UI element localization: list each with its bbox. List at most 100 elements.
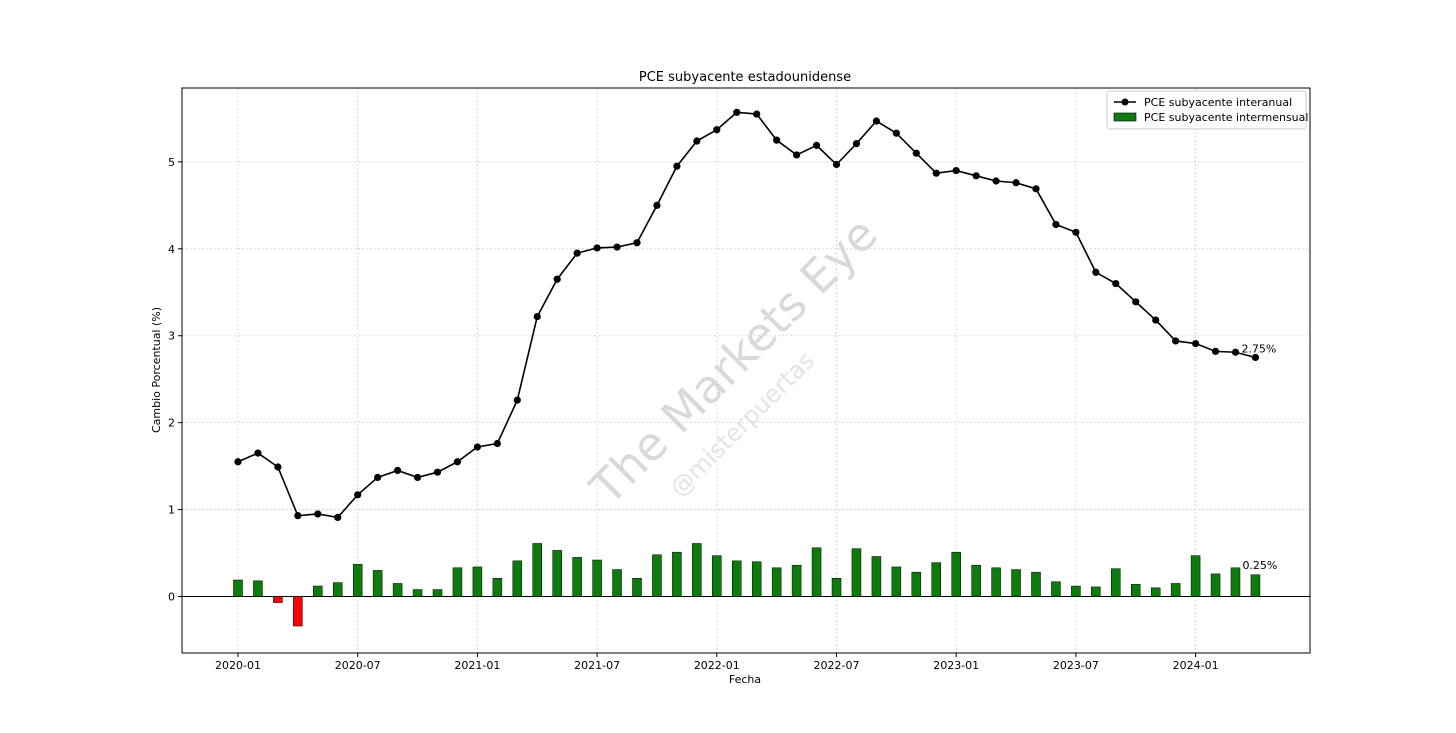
bar-mark [1111, 568, 1121, 597]
line-point [952, 166, 960, 175]
bar-mark [891, 566, 902, 597]
bar-mark [273, 596, 283, 603]
line-point [613, 243, 621, 251]
line-point [1072, 228, 1080, 236]
chart-title: PCE subyacente estadounidense [639, 70, 851, 85]
bar-mark [791, 564, 802, 597]
line-point [793, 151, 801, 159]
bar-series [233, 543, 1261, 627]
line-point [453, 458, 462, 466]
line-point [254, 449, 262, 457]
bar-mark [652, 554, 662, 597]
line-point [852, 140, 861, 148]
legend-bar-swatch [1113, 112, 1137, 122]
line-point [274, 463, 282, 471]
bar-mark [851, 548, 862, 597]
bar-mark [991, 567, 1001, 597]
bar-mark [612, 569, 622, 597]
bar-mark [472, 566, 483, 597]
bar-mark [1091, 586, 1101, 597]
bar-mark [572, 557, 582, 597]
line-point [493, 439, 501, 448]
line-point [713, 126, 721, 134]
bar-mark [253, 580, 263, 597]
bar-mark [432, 589, 443, 597]
line-point [992, 177, 1000, 185]
line-point [294, 512, 302, 520]
line-point [1032, 185, 1040, 193]
bar-mark [931, 562, 941, 597]
line-point [1052, 220, 1060, 229]
bar-mark [811, 547, 822, 597]
line-point [513, 396, 521, 404]
line-point [234, 458, 242, 466]
legend-label-bar: PCE subyacente intermensual [1144, 111, 1308, 124]
line-point [932, 169, 940, 177]
bar-mark [372, 570, 383, 597]
bar-mark [732, 560, 742, 597]
line-point [1172, 337, 1180, 345]
line-point [1231, 348, 1240, 356]
line-point [473, 443, 481, 451]
line-point [633, 239, 641, 247]
bar-mark [1011, 569, 1021, 597]
line-point [573, 249, 581, 257]
bar-mark [971, 564, 981, 597]
bar-mark [1170, 583, 1181, 597]
bar-mark [1051, 581, 1061, 597]
line-point [374, 473, 382, 482]
bar-mark [313, 585, 323, 597]
plot-frame [181, 87, 1311, 654]
line-point [773, 136, 781, 144]
line-point [334, 513, 342, 522]
line-point [872, 117, 881, 125]
line-point [433, 468, 442, 476]
x-tick-label: 2020-01 [215, 659, 261, 672]
line-path [237, 111, 1256, 519]
bar-mark [352, 564, 363, 597]
bar-mark [1131, 584, 1141, 597]
line-point [1251, 353, 1260, 362]
bar-mark [1031, 571, 1041, 597]
line-point [832, 160, 841, 169]
bar-mark [293, 596, 303, 627]
end-labels: 2.75% 0.25% [1241, 342, 1277, 571]
y-tick-label: 5 [168, 156, 175, 169]
bar-mark [871, 556, 882, 597]
line-point [753, 110, 761, 118]
line-point [1192, 339, 1200, 348]
line-point [354, 491, 362, 499]
x-tick-label: 2023-01 [933, 659, 979, 672]
y-axis-label: Cambio Porcentual (%) [150, 307, 163, 433]
legend: PCE subyacente interanual PCE subyacente… [1106, 90, 1308, 130]
bar-mark [392, 583, 403, 597]
bar-mark [771, 567, 782, 597]
bar-mark [751, 561, 762, 597]
y-axis-ticks: 0 1 2 3 4 5 [168, 156, 182, 604]
legend-box [1106, 90, 1307, 130]
line-point [394, 466, 402, 475]
line-point [1152, 316, 1160, 324]
bar-mark [333, 582, 343, 597]
line-point [693, 137, 701, 145]
bar-mark [831, 577, 842, 597]
line-point [912, 149, 920, 157]
x-axis-ticks: 2020-01 2020-07 2021-01 2021-07 2022-01 2022-… [215, 653, 1219, 672]
x-tick-label: 2022-01 [694, 659, 740, 672]
x-tick-label: 2022-07 [814, 659, 860, 672]
bar-mark [592, 559, 602, 597]
line-end-label: 2.75% [1241, 342, 1276, 355]
bar-mark [632, 577, 642, 597]
line-point [892, 129, 900, 137]
bar-mark [1210, 573, 1221, 597]
line-point [1112, 279, 1120, 288]
line-point [1132, 298, 1140, 306]
bar-mark [1250, 574, 1261, 597]
bar-mark [911, 571, 922, 597]
line-point [314, 510, 322, 518]
legend-line-marker [1121, 98, 1129, 106]
line-markers [234, 108, 1260, 522]
line-point [533, 313, 541, 321]
bar-mark [512, 560, 523, 597]
line-point [1012, 179, 1020, 187]
